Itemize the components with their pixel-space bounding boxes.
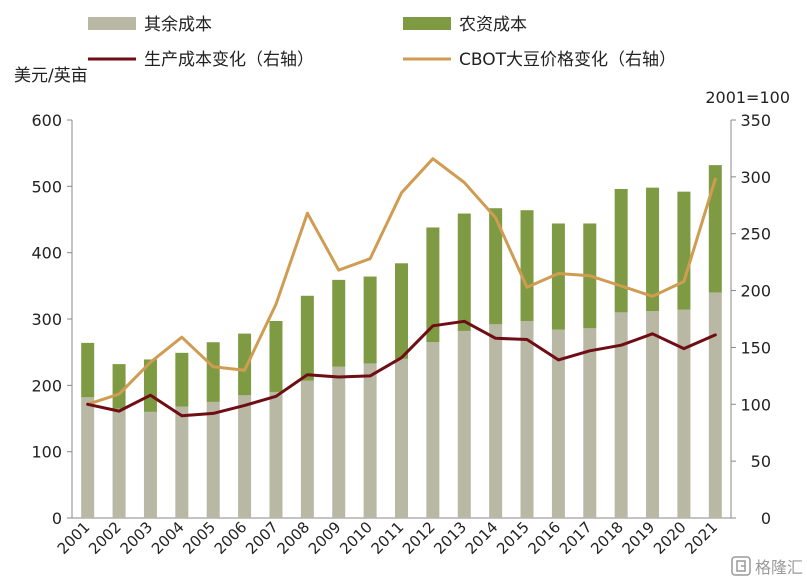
x-tick-label: 2008 bbox=[273, 518, 313, 558]
left-tick-label: 400 bbox=[31, 244, 62, 263]
bar-other-cost bbox=[457, 330, 471, 518]
left-tick-label: 600 bbox=[31, 111, 62, 130]
bar-input-cost bbox=[646, 187, 660, 312]
bars bbox=[81, 165, 722, 518]
bar-input-cost bbox=[300, 295, 314, 381]
x-tick-label: 2006 bbox=[211, 518, 251, 558]
bar-other-cost bbox=[489, 324, 503, 518]
watermark-text: 格隆汇 bbox=[755, 558, 803, 577]
x-tick-label: 2003 bbox=[117, 518, 157, 558]
legend-label: 其余成本 bbox=[144, 15, 212, 35]
right-tick-label: 50 bbox=[751, 452, 771, 471]
legend-label: 生产成本变化（右轴） bbox=[144, 50, 314, 70]
bar-input-cost bbox=[489, 208, 503, 325]
bar-other-cost bbox=[238, 395, 252, 518]
bar-input-cost bbox=[551, 223, 565, 330]
bar-input-cost bbox=[269, 320, 283, 392]
watermark-logo-icon bbox=[731, 556, 751, 576]
bar-other-cost bbox=[332, 366, 346, 518]
x-tick-label: 2014 bbox=[462, 518, 502, 558]
bar-other-cost bbox=[300, 380, 314, 518]
bar-other-cost bbox=[206, 401, 220, 518]
bar-other-cost bbox=[708, 292, 722, 518]
bar-input-cost bbox=[426, 227, 440, 343]
left-axis-ticks: 0 100 200 300 400 500 600 bbox=[31, 111, 72, 528]
bar-other-cost bbox=[269, 391, 283, 518]
bar-other-cost bbox=[677, 309, 691, 518]
watermark-logo-mark bbox=[736, 560, 746, 572]
bar-other-cost bbox=[143, 411, 157, 518]
legend-label: 农资成本 bbox=[459, 15, 527, 35]
bar-input-cost bbox=[206, 342, 220, 402]
legend-label: CBOT大豆价格变化（右轴） bbox=[459, 50, 676, 70]
bar-other-cost bbox=[175, 406, 189, 518]
bar-input-cost bbox=[238, 333, 252, 396]
x-tick-label: 2009 bbox=[305, 518, 345, 558]
bar-input-cost bbox=[81, 342, 95, 398]
right-axis-ticks: 0 50 100 150 200 250 300 350 bbox=[731, 111, 771, 528]
bar-other-cost bbox=[426, 342, 440, 518]
left-tick-label: 0 bbox=[52, 509, 62, 528]
bar-input-cost bbox=[332, 279, 346, 367]
x-tick-label: 2019 bbox=[619, 518, 659, 558]
x-tick-label: 2007 bbox=[242, 518, 282, 558]
right-tick-label: 300 bbox=[740, 168, 771, 187]
right-tick-label: 100 bbox=[740, 395, 771, 414]
left-tick-label: 300 bbox=[31, 310, 62, 329]
bar-other-cost bbox=[614, 312, 628, 518]
right-tick-label: 350 bbox=[740, 111, 771, 130]
x-tick-label: 2015 bbox=[493, 518, 533, 558]
bar-input-cost bbox=[677, 191, 691, 310]
bar-other-cost bbox=[81, 397, 95, 518]
x-tick-label: 2010 bbox=[336, 518, 376, 558]
bar-other-cost bbox=[363, 363, 377, 518]
right-tick-label: 150 bbox=[740, 338, 771, 357]
bar-input-cost bbox=[520, 210, 534, 321]
x-tick-label: 2021 bbox=[681, 518, 721, 558]
lines bbox=[86, 157, 717, 418]
legend-swatch-input-cost bbox=[403, 17, 451, 30]
bar-input-cost bbox=[614, 188, 628, 313]
bar-input-cost bbox=[363, 276, 377, 364]
left-tick-label: 500 bbox=[31, 177, 62, 196]
legend-swatch-other-cost bbox=[88, 17, 136, 30]
right-tick-label: 0 bbox=[761, 509, 771, 528]
x-tick-label: 2005 bbox=[179, 518, 219, 558]
left-tick-label: 200 bbox=[31, 376, 62, 395]
bar-input-cost bbox=[395, 263, 408, 359]
x-axis-ticks: 2001200220032004200520062007200820092010… bbox=[54, 518, 721, 558]
x-tick-label: 2011 bbox=[368, 518, 408, 558]
bar-other-cost bbox=[395, 358, 408, 518]
x-tick-label: 2012 bbox=[399, 518, 439, 558]
bar-input-cost bbox=[175, 352, 189, 407]
right-tick-label: 250 bbox=[740, 225, 771, 244]
left-axis-label: 美元/英亩 bbox=[14, 66, 88, 86]
bar-other-cost bbox=[583, 328, 597, 518]
bar-other-cost bbox=[112, 408, 126, 518]
x-tick-label: 2013 bbox=[430, 518, 470, 558]
right-axis-label: 2001=100 bbox=[705, 88, 790, 107]
bar-other-cost bbox=[551, 329, 565, 518]
x-tick-label: 2018 bbox=[587, 518, 627, 558]
left-tick-label: 100 bbox=[31, 443, 62, 462]
bar-input-cost bbox=[112, 364, 126, 409]
bar-input-cost bbox=[457, 213, 471, 331]
x-tick-label: 2020 bbox=[650, 518, 690, 558]
x-tick-label: 2017 bbox=[556, 518, 596, 558]
bar-other-cost bbox=[520, 320, 534, 518]
right-tick-label: 200 bbox=[740, 282, 771, 301]
bar-input-cost bbox=[708, 165, 722, 293]
production-cost-line bbox=[86, 319, 717, 418]
x-tick-label: 2016 bbox=[525, 518, 565, 558]
bar-other-cost bbox=[646, 311, 660, 518]
x-tick-label: 2002 bbox=[85, 518, 125, 558]
watermark: 格隆汇 bbox=[731, 556, 803, 577]
x-tick-label: 2004 bbox=[148, 518, 188, 558]
soybean-price-line bbox=[86, 157, 717, 406]
